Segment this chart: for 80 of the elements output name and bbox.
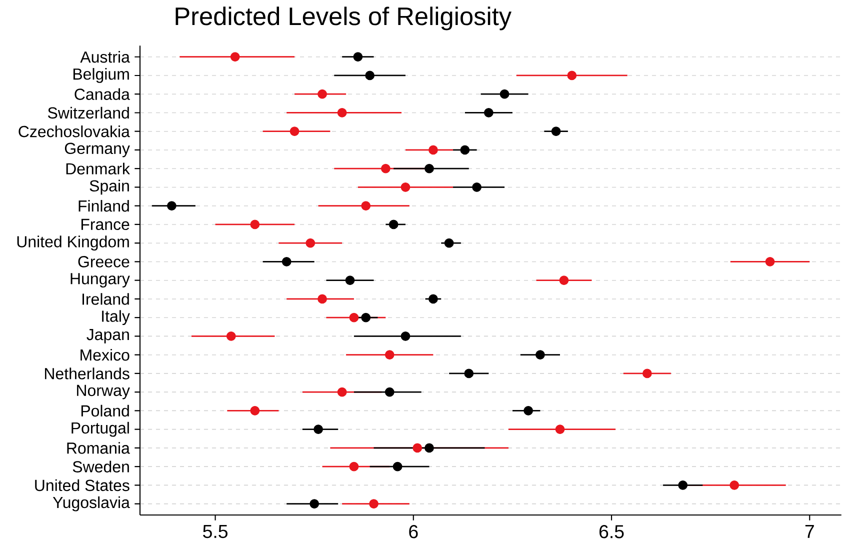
point bbox=[167, 201, 176, 211]
x-tick-label: 5.5 bbox=[203, 525, 228, 538]
point bbox=[318, 89, 327, 99]
point bbox=[730, 480, 740, 490]
point bbox=[381, 164, 390, 174]
point bbox=[282, 257, 292, 266]
point bbox=[567, 70, 577, 80]
point bbox=[412, 443, 422, 453]
point bbox=[536, 350, 545, 360]
point bbox=[424, 164, 434, 174]
point bbox=[314, 424, 323, 434]
point bbox=[365, 70, 374, 80]
point bbox=[524, 406, 533, 416]
point bbox=[444, 238, 454, 248]
point bbox=[500, 89, 510, 99]
y-tick-label: Hungary bbox=[70, 273, 130, 288]
y-tick-label: Sweden bbox=[72, 460, 129, 472]
point bbox=[428, 294, 438, 304]
point bbox=[400, 332, 410, 341]
y-tick-label: Italy bbox=[102, 310, 130, 326]
y-tick-label: Czechoslovakia bbox=[18, 125, 130, 138]
point bbox=[306, 238, 316, 248]
x-tick-label: 7 bbox=[805, 525, 814, 538]
y-tick-label: Norway bbox=[77, 384, 130, 400]
y-tick-label: Poland bbox=[81, 404, 129, 417]
point bbox=[290, 126, 300, 136]
y-tick-label: Netherlands bbox=[45, 368, 130, 380]
point bbox=[250, 406, 260, 416]
point bbox=[642, 368, 652, 378]
point bbox=[349, 312, 359, 322]
y-tick-label: Portugal bbox=[72, 422, 129, 437]
point bbox=[424, 443, 434, 453]
point bbox=[400, 182, 410, 192]
point bbox=[428, 145, 438, 155]
point bbox=[392, 462, 402, 472]
y-tick-label: United Kingdom bbox=[17, 236, 129, 251]
point bbox=[384, 387, 394, 397]
point bbox=[678, 480, 688, 490]
x-tick-label: 6 bbox=[409, 525, 418, 538]
point bbox=[384, 350, 394, 360]
point bbox=[318, 294, 327, 304]
point bbox=[310, 499, 320, 509]
point bbox=[369, 499, 378, 509]
y-tick-label: Switzerland bbox=[48, 106, 129, 119]
y-tick-label: Austria bbox=[80, 50, 130, 63]
point bbox=[555, 424, 565, 434]
x-tick-label: 6.5 bbox=[599, 525, 624, 538]
y-tick-label: Germany bbox=[64, 142, 130, 158]
point bbox=[337, 387, 347, 397]
y-tick-label: Yugoslavia bbox=[52, 496, 130, 512]
y-tick-label: France bbox=[81, 218, 130, 230]
y-tick-label: Belgium bbox=[73, 68, 129, 83]
point bbox=[559, 276, 569, 286]
y-tick-label: Greece bbox=[78, 256, 130, 268]
point bbox=[250, 220, 260, 230]
y-tick-label: Romania bbox=[67, 442, 130, 454]
point bbox=[349, 462, 359, 472]
y-tick-label: Canada bbox=[74, 88, 130, 100]
point bbox=[551, 126, 561, 136]
point bbox=[353, 52, 363, 62]
chart-title: Predicted Levels of Religiosity bbox=[176, 6, 512, 30]
point bbox=[484, 108, 494, 118]
y-tick-label: United States bbox=[35, 479, 130, 492]
y-tick-label: Finland bbox=[78, 200, 129, 212]
point bbox=[337, 108, 347, 118]
y-tick-label: Ireland bbox=[82, 293, 129, 305]
point bbox=[765, 257, 775, 266]
y-tick-label: Spain bbox=[90, 180, 129, 195]
point bbox=[388, 220, 398, 230]
y-tick-label: Denmark bbox=[66, 162, 130, 174]
y-tick-label: Mexico bbox=[80, 348, 130, 361]
point bbox=[230, 52, 240, 62]
y-tick-label: Japan bbox=[86, 329, 129, 344]
point bbox=[361, 312, 371, 322]
point bbox=[345, 276, 355, 286]
point bbox=[226, 332, 236, 341]
point bbox=[361, 201, 371, 211]
point bbox=[472, 182, 482, 192]
point bbox=[464, 368, 474, 378]
point bbox=[460, 145, 470, 155]
